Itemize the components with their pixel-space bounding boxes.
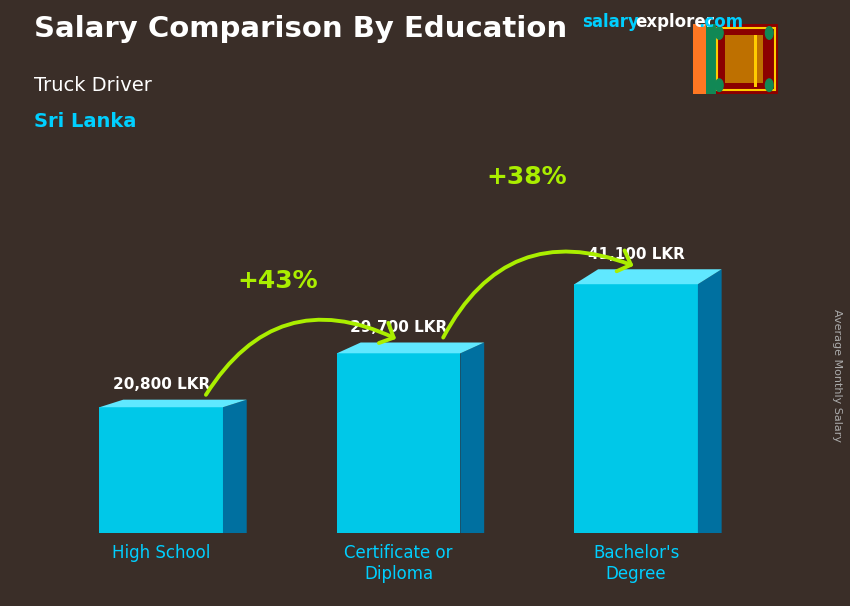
Circle shape [765,79,773,92]
Bar [337,353,461,533]
Text: salary: salary [582,13,639,32]
Circle shape [716,79,723,92]
Bar [693,24,706,94]
Text: Sri Lanka: Sri Lanka [34,112,136,131]
Bar [724,35,763,84]
FancyArrowPatch shape [206,320,394,395]
Bar [706,24,716,94]
Text: explorer: explorer [635,13,714,32]
Text: Truck Driver: Truck Driver [34,76,152,95]
Circle shape [765,27,773,39]
FancyArrowPatch shape [443,250,631,338]
Text: .com: .com [698,13,743,32]
Polygon shape [698,269,722,533]
Bar [99,407,223,533]
Text: +43%: +43% [237,269,318,293]
Polygon shape [461,342,484,533]
Polygon shape [575,269,722,284]
Text: Salary Comparison By Education: Salary Comparison By Education [34,15,567,43]
Bar [754,35,756,87]
Bar [575,284,698,533]
Text: Average Monthly Salary: Average Monthly Salary [832,309,842,442]
Text: +38%: +38% [487,165,568,189]
Polygon shape [99,400,246,407]
Bar [717,28,774,90]
Polygon shape [337,342,484,353]
Text: 41,100 LKR: 41,100 LKR [587,247,684,262]
Polygon shape [223,400,246,533]
Circle shape [716,27,723,39]
Text: 20,800 LKR: 20,800 LKR [112,377,210,392]
Text: 29,700 LKR: 29,700 LKR [350,320,447,335]
